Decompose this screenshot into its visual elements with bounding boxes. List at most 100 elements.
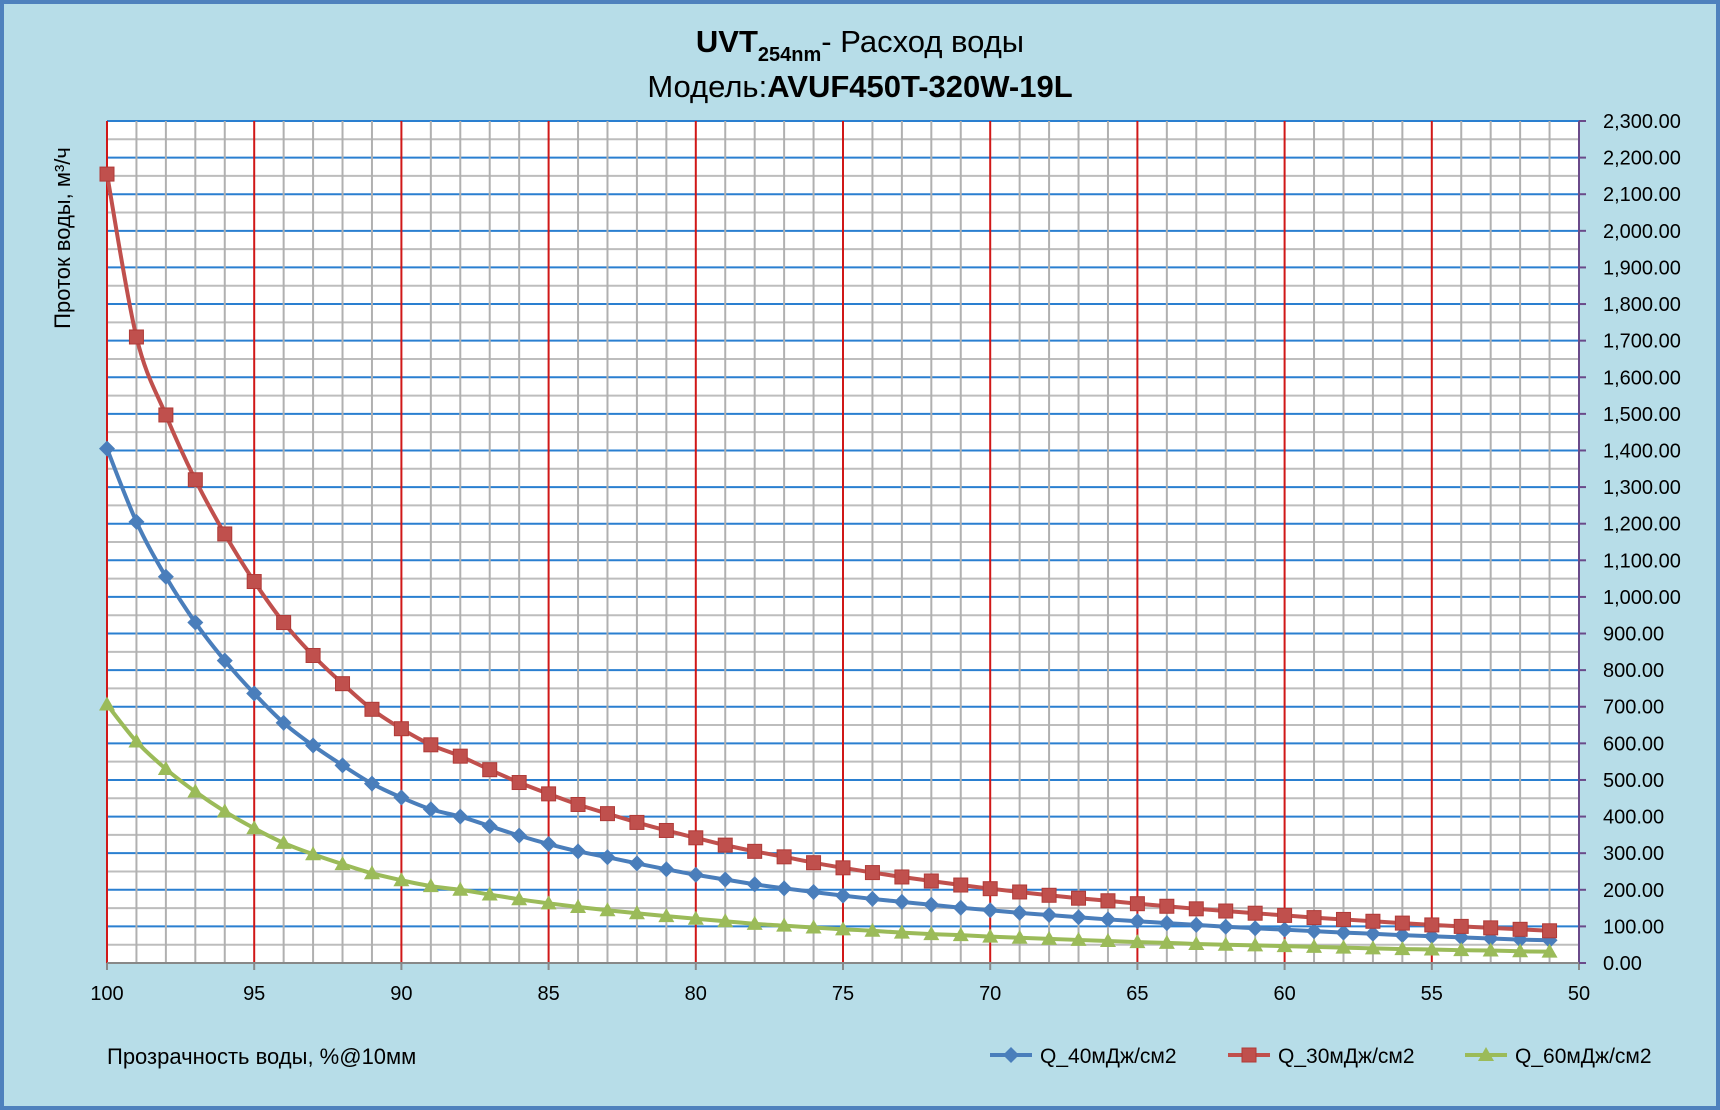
data-point [334,757,351,774]
data-point [864,865,880,881]
y-tick-label: 600.00 [1603,733,1664,755]
legend: Q_40мДж/см2 Q_30мДж/см2 Q_60мДж/см2 [990,1045,1652,1068]
y-tick-label: 2,200.00 [1603,148,1681,170]
y-tick-label: 2,000.00 [1603,221,1681,243]
data-point [393,872,410,887]
data-point [982,881,998,897]
y-axis-title: Проток воды, м³/ч [50,147,75,329]
legend-label: Q_60мДж/см2 [1515,1045,1652,1068]
y-tick-label: 700.00 [1603,697,1664,719]
data-point [805,883,822,900]
grid [106,120,1580,964]
series-diamond [99,440,1558,949]
data-point [276,615,292,631]
data-point [305,737,322,754]
series-triangle [99,696,1558,958]
data-point [1365,913,1381,929]
data-point [99,696,115,711]
data-point [1011,904,1028,921]
legend-item: Q_60мДж/см2 [1465,1045,1652,1068]
data-point [1041,907,1058,924]
x-tick-label: 100 [90,983,123,1005]
data-point [1276,938,1293,953]
data-point [658,908,675,923]
data-point [1218,903,1234,919]
x-tick-label: 85 [537,983,559,1005]
legend-marker-triangle [1478,1047,1494,1061]
data-point [128,329,144,345]
data-point [423,737,439,753]
data-point [511,775,527,791]
y-tick-label: 1,600.00 [1603,367,1681,389]
data-point [157,568,174,585]
y-tick-label: 900.00 [1603,624,1664,646]
data-point [363,775,380,792]
y-tick-label: 1,300.00 [1603,477,1681,499]
data-point [334,856,351,871]
x-tick-label: 55 [1421,983,1443,1005]
data-point [1512,921,1528,937]
data-point [835,860,851,876]
data-point [599,806,615,822]
data-point [216,652,233,669]
data-point [953,877,969,893]
data-point [923,873,939,889]
data-point [335,676,351,692]
data-point [1247,920,1264,937]
legend-marker-square [1241,1047,1257,1063]
data-point [305,846,322,861]
data-point [1277,907,1293,923]
data-point [540,895,557,910]
data-point [835,887,851,904]
data-point [687,866,704,883]
data-point [1482,942,1499,957]
y-tick-label: 1,200.00 [1603,514,1681,536]
chart-title-line1: UVT254nm- Расход воды [696,24,1024,66]
data-point [1217,936,1234,951]
data-point [688,830,704,846]
data-point [717,837,733,853]
data-point [570,898,587,913]
data-point [1483,920,1499,936]
data-point [717,913,734,928]
data-point [1099,911,1116,928]
x-tick-label: 50 [1568,983,1590,1005]
y-tick-label: 300.00 [1603,843,1664,865]
data-point [776,917,793,932]
data-point [1188,935,1205,950]
data-point [1011,929,1028,944]
data-point [658,861,675,878]
data-point [952,899,969,916]
data-point [422,801,439,818]
data-point [540,836,557,853]
data-point [305,647,321,663]
data-point [99,166,115,182]
data-point [1512,943,1529,958]
data-point [1158,915,1175,932]
data-point [481,818,498,835]
data-point [1453,918,1469,934]
data-point [157,760,174,775]
data-point [1306,923,1323,940]
data-point [746,876,763,893]
data-point [982,928,999,943]
legend-item: Q_40мДж/см2 [990,1045,1177,1068]
data-point [1541,943,1558,958]
data-point [452,808,469,825]
data-point [1159,898,1175,914]
chart-title-line2: Модель:AVUF450T-320W-19L [647,69,1072,104]
data-point [1424,917,1440,933]
data-point [1129,913,1146,930]
data-point [393,789,410,806]
data-point [893,924,910,939]
legend-marker-diamond [1003,1047,1019,1063]
data-point [1247,905,1263,921]
y-tick-label: 1,100.00 [1603,550,1681,572]
data-point [776,880,793,897]
data-point [982,902,999,919]
data-point [511,827,528,844]
y-tick-label: 1,900.00 [1603,257,1681,279]
data-point [864,890,881,907]
data-point [187,783,204,798]
data-point [1306,910,1322,926]
